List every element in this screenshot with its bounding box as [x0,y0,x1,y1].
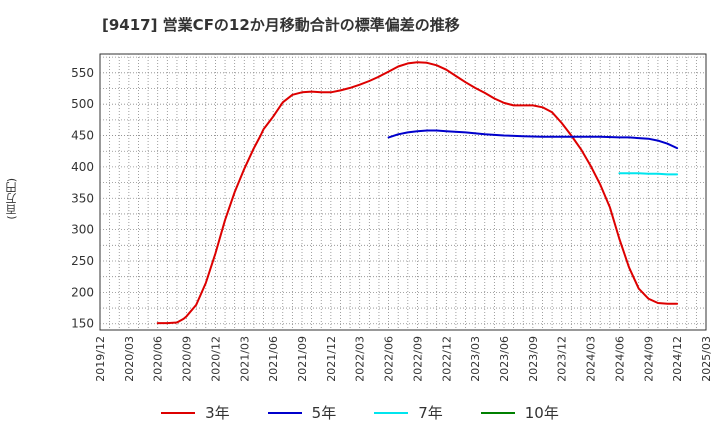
y-tick-label: 400 [71,160,94,174]
x-tick-label: 2024/06 [613,336,626,382]
x-tick-label: 2022/09 [411,336,424,382]
x-tick-label: 2019/12 [94,336,107,382]
y-tick-label: 350 [71,191,94,205]
x-tick-label: 2021/06 [267,336,280,382]
x-tick-label: 2024/09 [642,336,655,382]
y-tick-label: 150 [71,317,94,331]
x-tick-label: 2023/06 [498,336,511,382]
x-tick-label: 2020/06 [152,336,165,382]
legend-label: 7年 [418,404,443,422]
x-tick-label: 2023/12 [556,336,569,382]
x-tick-label: 2021/12 [325,336,338,382]
legend-label: 10年 [524,404,559,422]
series [156,61,679,325]
y-tick-label: 300 [71,223,94,237]
x-tick-label: 2023/03 [469,336,482,382]
legend-item: 3年 [161,402,230,423]
x-tick-label: 2021/03 [238,336,251,382]
tick-labels: 150 200 250 300 350 400 450 500 550 2019/12 2020/0… [71,66,713,382]
y-tick-label: 250 [71,254,94,268]
x-tick-label: 2022/12 [440,336,453,382]
y-tick-label: 500 [71,97,94,111]
legend-item: 5年 [267,402,337,423]
x-tick-label: 2023/09 [527,336,540,382]
x-tick-label: 2024/12 [671,336,684,382]
chart-title: [9417] 営業CFの12か月移動合計の標準偏差の推移 [102,16,460,34]
legend-swatch [374,411,409,414]
x-tick-label: 2020/03 [123,336,136,382]
x-tick-label: 2022/06 [383,336,396,382]
legend-label: 5年 [311,404,337,422]
y-tick-label: 200 [71,285,94,299]
x-tick-label: 2022/03 [354,336,367,382]
legend-swatch [480,411,515,414]
x-tick-label: 2024/03 [585,336,598,382]
x-tick-label: 2021/09 [296,336,309,382]
legend-swatch [267,411,302,414]
grid [100,54,706,330]
series-line-3年 [156,61,679,325]
x-tick-label: 2025/03 [700,336,713,382]
series-line-7年 [618,172,679,176]
x-tick-label: 2020/09 [181,336,194,382]
plot-frame [99,53,707,331]
y-tick-label: 450 [71,129,94,143]
y-tick-label: 550 [71,66,94,80]
legend-item: 7年 [374,402,443,423]
x-tick-label: 2020/12 [209,336,222,382]
series-line-5年 [387,129,679,150]
legend: 3年 5年 7年 10年 [0,402,720,423]
legend-swatch [161,411,196,414]
legend-item: 10年 [480,402,559,423]
legend-label: 3年 [205,404,230,422]
